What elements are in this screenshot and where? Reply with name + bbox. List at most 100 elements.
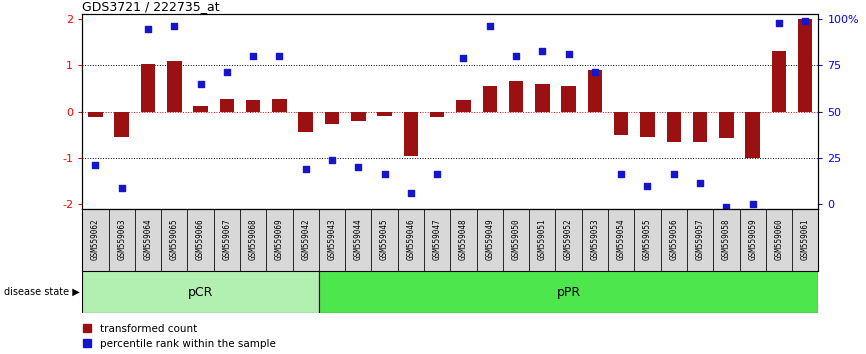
Bar [246, 100, 261, 112]
Bar [293, 209, 319, 271]
Point [483, 23, 497, 29]
Point [352, 164, 365, 170]
Bar [397, 209, 424, 271]
Bar [351, 112, 365, 121]
Bar [450, 209, 476, 271]
Text: GSM559047: GSM559047 [433, 218, 442, 260]
Point [88, 162, 102, 168]
Point [167, 23, 181, 29]
Bar [220, 98, 234, 112]
Bar [503, 209, 529, 271]
Bar [693, 112, 708, 142]
Bar [766, 209, 792, 271]
Bar [746, 112, 759, 158]
Point [299, 167, 313, 172]
Text: GSM559059: GSM559059 [748, 218, 757, 260]
Point [509, 53, 523, 59]
Text: GSM559068: GSM559068 [249, 218, 258, 260]
Point [115, 185, 129, 191]
Bar [582, 209, 608, 271]
Bar [114, 112, 129, 137]
Text: GSM559067: GSM559067 [223, 218, 231, 260]
Text: GSM559065: GSM559065 [170, 218, 178, 260]
Text: GSM559048: GSM559048 [459, 218, 468, 260]
Point [430, 171, 444, 177]
Bar [214, 209, 240, 271]
Point [220, 69, 234, 75]
Point [614, 171, 628, 177]
Bar [272, 99, 287, 112]
Bar [267, 209, 293, 271]
Text: GSM559066: GSM559066 [196, 218, 205, 260]
Point [378, 171, 391, 177]
Bar [378, 112, 391, 116]
Bar [588, 70, 602, 112]
Text: GDS3721 / 222735_at: GDS3721 / 222735_at [82, 0, 220, 13]
Point [588, 69, 602, 75]
Point [325, 157, 339, 163]
Text: GSM559044: GSM559044 [354, 218, 363, 260]
Point [535, 48, 549, 54]
Text: GSM559064: GSM559064 [144, 218, 152, 260]
Text: GSM559056: GSM559056 [669, 218, 678, 260]
Bar [614, 112, 629, 135]
Text: GSM559045: GSM559045 [380, 218, 389, 260]
Bar [555, 209, 582, 271]
Bar [482, 86, 497, 112]
Text: GSM559042: GSM559042 [301, 218, 310, 260]
Bar [82, 209, 108, 271]
Bar [82, 271, 319, 313]
Text: GSM559055: GSM559055 [643, 218, 652, 260]
Bar [529, 209, 555, 271]
Text: GSM559052: GSM559052 [564, 218, 573, 260]
Bar [88, 112, 103, 117]
Bar [187, 209, 214, 271]
Text: GSM559057: GSM559057 [695, 218, 705, 260]
Bar [476, 209, 503, 271]
Bar [509, 81, 523, 112]
Bar [561, 86, 576, 112]
Bar [108, 209, 135, 271]
Text: GSM559046: GSM559046 [406, 218, 416, 260]
Bar [535, 84, 550, 112]
Bar [792, 209, 818, 271]
Bar [141, 64, 155, 112]
Point [693, 181, 707, 186]
Bar [319, 271, 818, 313]
Legend: transformed count, percentile rank within the sample: transformed count, percentile rank withi… [83, 324, 275, 349]
Bar [424, 209, 450, 271]
Text: GSM559049: GSM559049 [485, 218, 494, 260]
Bar [634, 209, 661, 271]
Bar [687, 209, 714, 271]
Text: GSM559062: GSM559062 [91, 218, 100, 260]
Bar [161, 209, 187, 271]
Point [246, 53, 260, 59]
Point [141, 26, 155, 32]
Point [404, 190, 417, 195]
Bar [719, 112, 734, 138]
Point [798, 18, 812, 24]
Text: pPR: pPR [557, 286, 581, 298]
Bar [372, 209, 397, 271]
Bar [714, 209, 740, 271]
Text: GSM559061: GSM559061 [801, 218, 810, 260]
Point [746, 201, 759, 207]
Text: GSM559069: GSM559069 [275, 218, 284, 260]
Point [562, 51, 576, 56]
Bar [661, 209, 687, 271]
Bar [240, 209, 267, 271]
Bar [430, 112, 444, 117]
Text: GSM559058: GSM559058 [722, 218, 731, 260]
Point [456, 55, 470, 61]
Text: GSM559063: GSM559063 [117, 218, 126, 260]
Point [641, 183, 655, 189]
Text: GSM559053: GSM559053 [591, 218, 599, 260]
Text: GSM559050: GSM559050 [512, 218, 520, 260]
Point [720, 204, 734, 209]
Text: disease state ▶: disease state ▶ [4, 287, 80, 297]
Bar [404, 112, 418, 155]
Bar [667, 112, 681, 142]
Text: GSM559043: GSM559043 [327, 218, 337, 260]
Point [772, 21, 785, 26]
Bar [135, 209, 161, 271]
